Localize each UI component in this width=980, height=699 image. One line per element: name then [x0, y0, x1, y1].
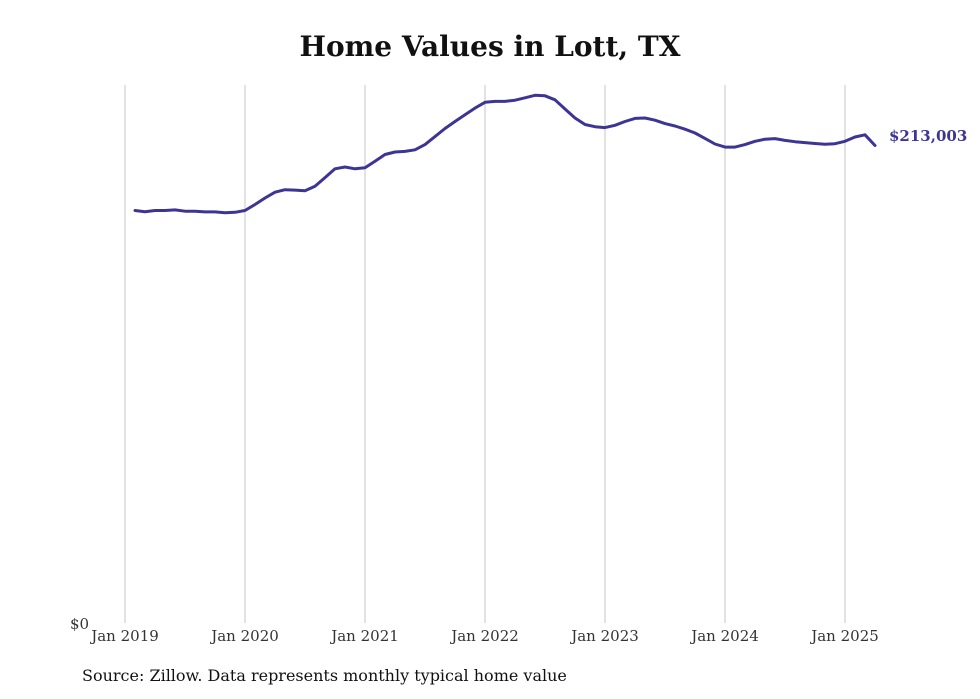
source-note: Source: Zillow. Data represents monthly … [82, 666, 567, 685]
series-line-home-value [133, 93, 877, 215]
x-tick-label: Jan 2025 [809, 627, 879, 645]
gridlines [124, 85, 846, 623]
x-tick-label: Jan 2024 [689, 627, 759, 645]
x-axis-ticks: Jan 2019 Jan 2020 Jan 2021 Jan 2022 Jan 2023… [89, 627, 879, 645]
x-tick-label: Jan 2021 [329, 627, 399, 645]
y-tick-label-zero: $0 [70, 615, 89, 633]
chart-title: Home Values in Lott, TX [299, 30, 681, 63]
x-tick-label: Jan 2023 [569, 627, 639, 645]
x-tick-label: Jan 2019 [89, 627, 159, 645]
end-value-label: $213,003 [889, 127, 967, 145]
x-tick-label: Jan 2020 [209, 627, 279, 645]
x-tick-label: Jan 2022 [449, 627, 519, 645]
